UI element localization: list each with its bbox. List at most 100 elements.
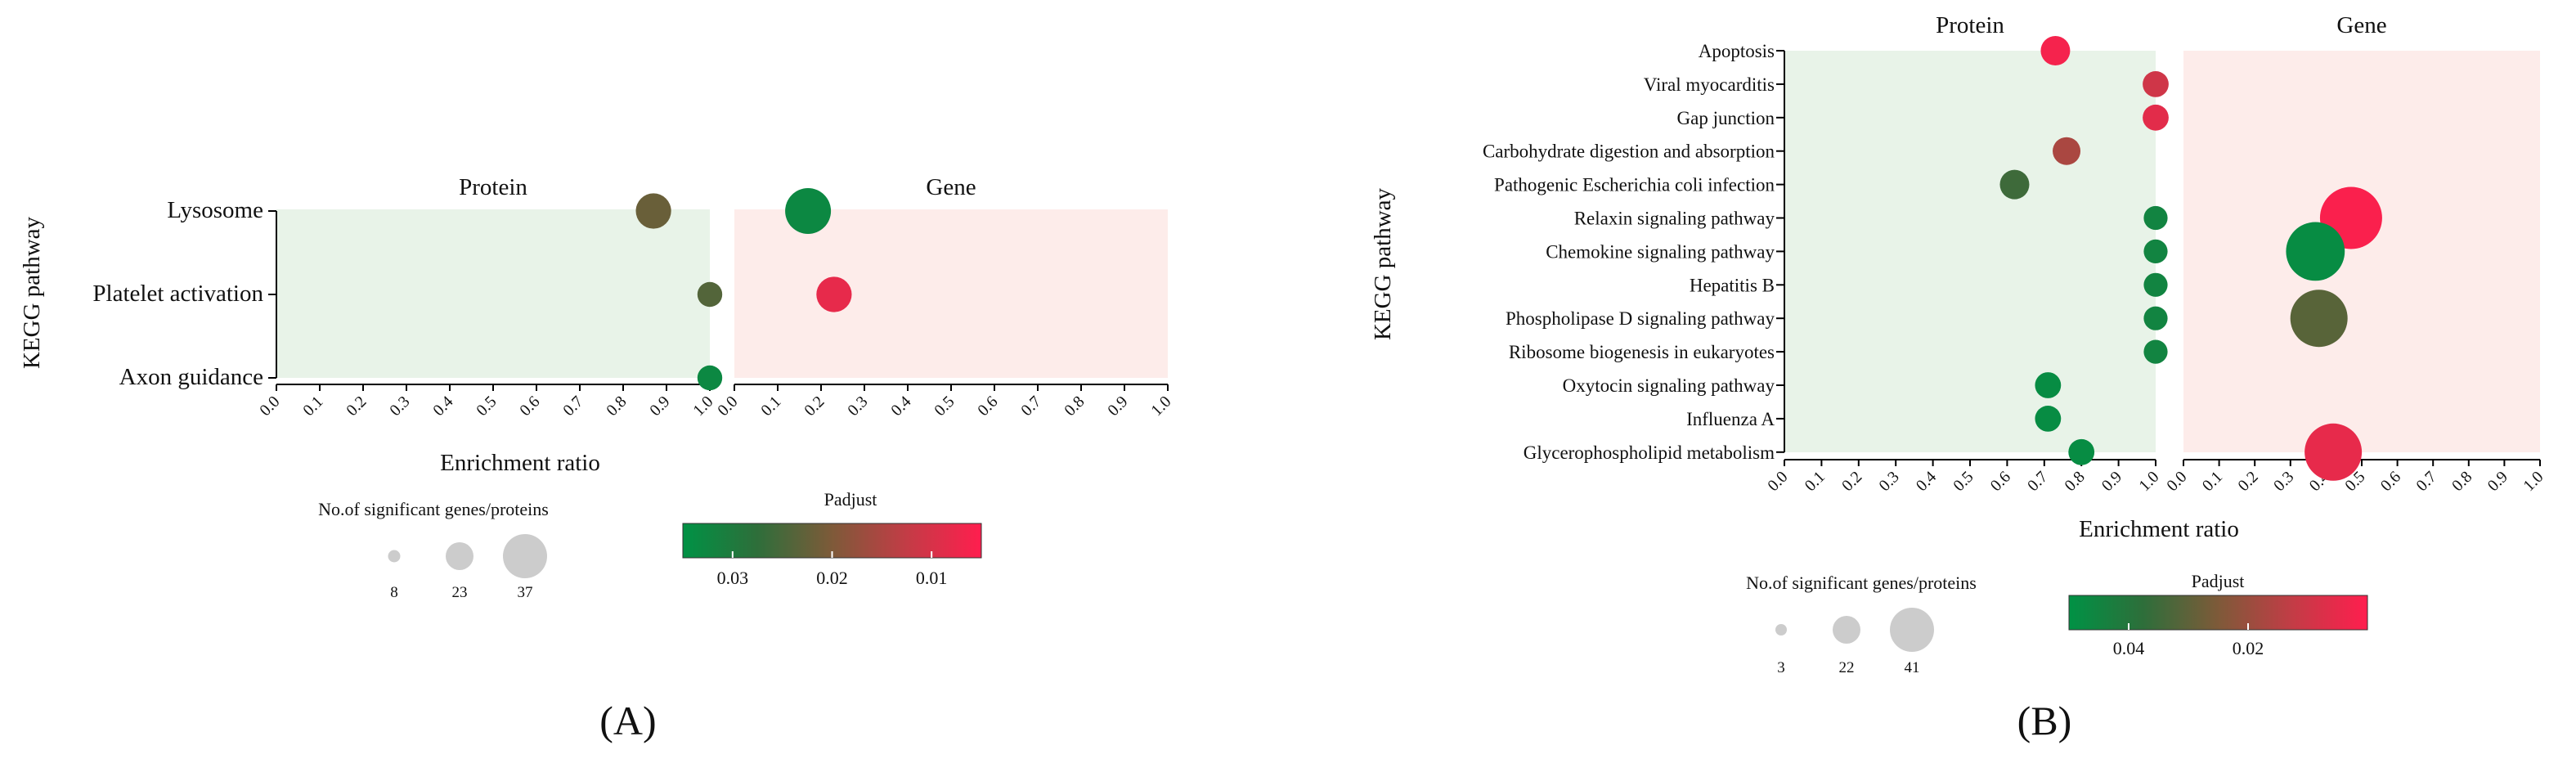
x-tick-label: 0.5 [931, 393, 958, 420]
x-tick-label: 0.6 [1987, 468, 2014, 495]
x-tick-label: 0.0 [2163, 468, 2190, 495]
size-legend-title: No.of significant genes/proteins [1746, 573, 1977, 593]
panel-title: Protein [459, 174, 527, 200]
y-axis-title: KEGG pathway [1370, 187, 1396, 340]
panel-background [734, 209, 1168, 378]
x-tick-label: 0.3 [2270, 468, 2297, 495]
x-tick-label: 0.7 [1017, 393, 1044, 420]
x-tick-label: 0.6 [2377, 468, 2404, 495]
size-legend-bubble [1890, 608, 1934, 652]
y-tick-label: Gap junction [1677, 108, 1775, 128]
x-tick-label: 0.9 [646, 393, 673, 420]
x-axis-title: Enrichment ratio [440, 450, 600, 476]
color-legend-title: Padjust [824, 489, 877, 510]
y-tick-label: Apoptosis [1699, 41, 1775, 61]
color-legend-bar [2068, 595, 2368, 631]
chart-b: Protein 0.0 0.1 0.2 0.3 0.4 0.5 0.6 0.7 0.8 0.9 1.0… [1370, 12, 2547, 743]
panel-background [2183, 51, 2540, 452]
x-tick-label: 0.7 [559, 393, 586, 420]
x-tick-label: 0.3 [844, 393, 871, 420]
color-legend: Padjust 0.04 0.02 [2068, 571, 2368, 658]
x-tick-label: 0.2 [2235, 468, 2262, 495]
data-point [2143, 205, 2168, 231]
data-point [1999, 169, 2030, 200]
size-legend-label: 41 [1905, 659, 1920, 676]
x-tick-label: 0.0 [1764, 468, 1791, 495]
size-legend-bubble [388, 550, 401, 563]
panel-title: Protein [1936, 12, 2004, 38]
y-tick-label: Viral myocarditis [1644, 74, 1775, 95]
x-tick-label: 0.8 [1061, 393, 1088, 420]
color-legend-label: 0.04 [2113, 638, 2145, 658]
data-point [2286, 222, 2345, 281]
data-point [697, 365, 723, 391]
data-point [2053, 137, 2081, 165]
size-legend-bubble [503, 534, 547, 578]
size-legend-label: 3 [1777, 659, 1785, 676]
size-legend-label: 23 [452, 584, 468, 601]
y-tick-label: Hepatitis B [1690, 275, 1775, 295]
y-tick-label: Relaxin signaling pathway [1574, 209, 1775, 229]
y-tick-label: Influenza A [1686, 409, 1775, 429]
color-legend-label: 0.01 [916, 568, 948, 588]
color-legend-title: Padjust [2192, 571, 2245, 591]
data-point [2035, 372, 2062, 398]
x-tick-label: 0.1 [1802, 468, 1829, 495]
data-point [816, 276, 852, 312]
y-tick-label: Glycerophospholipid metabolism [1524, 442, 1775, 463]
x-tick-label: 0.9 [2484, 468, 2511, 495]
x-tick-label: 0.2 [801, 393, 828, 420]
color-legend-label: 0.03 [717, 568, 749, 588]
panel-protein: Protein 0.0 0.1 0.2 0.3 0.4 0.5 0.6 0.7 0.8 0.9 1.0 [1764, 12, 2169, 495]
size-legend-bubble [1775, 624, 1787, 636]
x-tick-label: 0.2 [1838, 468, 1865, 495]
size-legend-label: 22 [1839, 659, 1855, 676]
x-tick-label: 0.6 [516, 393, 543, 420]
y-tick-label: Ribosome biogenesis in eukaryotes [1509, 342, 1775, 362]
y-axis-title: KEGG pathway [19, 216, 45, 369]
data-point [2143, 104, 2169, 131]
data-point [2290, 290, 2348, 348]
y-tick-label: Carbohydrate digestion and absorption [1483, 141, 1775, 162]
x-axis-title: Enrichment ratio [2079, 516, 2239, 542]
data-point [697, 281, 723, 308]
panel-title: Gene [2336, 12, 2386, 38]
size-legend: No.of significant genes/proteins 8 23 37 [318, 499, 549, 601]
x-tick-label: 0.5 [1950, 468, 1977, 495]
y-tick-label: Axon guidance [119, 364, 263, 390]
y-tick-label: Platelet activation [92, 281, 263, 307]
color-legend-label: 0.02 [2233, 638, 2264, 658]
x-tick-label: 0.1 [299, 393, 326, 420]
x-tick-label: 0.8 [2448, 468, 2475, 495]
data-point [2143, 71, 2169, 97]
size-legend-bubble [1833, 616, 1860, 644]
panel-background [1784, 51, 2156, 452]
x-tick-label: 0.6 [974, 393, 1001, 420]
x-tick-label: 0.4 [887, 393, 914, 420]
x-tick-label: 0.7 [2413, 468, 2440, 495]
y-tick-label: Oxytocin signaling pathway [1563, 375, 1775, 396]
x-tick-label: 0.9 [1104, 393, 1131, 420]
x-tick-label: 0.9 [2098, 468, 2125, 495]
y-tick-label: Chemokine signaling pathway [1546, 241, 1775, 262]
data-point [2304, 423, 2363, 481]
figure-label: (B) [2017, 698, 2072, 743]
data-point [2068, 438, 2095, 465]
chart-a: Protein 0.0 0.1 0.2 0.3 0.4 0.5 0.6 0.7 0.8 0.9 1.0… [19, 174, 1175, 743]
x-tick-label: 0.7 [2024, 468, 2051, 495]
figure-label: (A) [599, 698, 656, 743]
x-tick-label: 0.3 [386, 393, 413, 420]
data-point [2143, 306, 2168, 330]
panel-protein: Protein 0.0 0.1 0.2 0.3 0.4 0.5 0.6 0.7 0.8 0.9 1.0 [256, 174, 723, 420]
x-tick-label: 1.0 [1147, 393, 1174, 420]
y-tick-label: Phospholipase D signaling pathway [1506, 308, 1775, 329]
x-tick-label: 0.1 [2199, 468, 2226, 495]
x-tick-label: 1.0 [2520, 468, 2547, 495]
data-point [2040, 36, 2071, 65]
size-legend-title: No.of significant genes/proteins [318, 499, 549, 519]
color-legend-label: 0.02 [816, 568, 848, 588]
x-tick-label: 1.0 [689, 393, 716, 420]
data-point [785, 188, 832, 234]
